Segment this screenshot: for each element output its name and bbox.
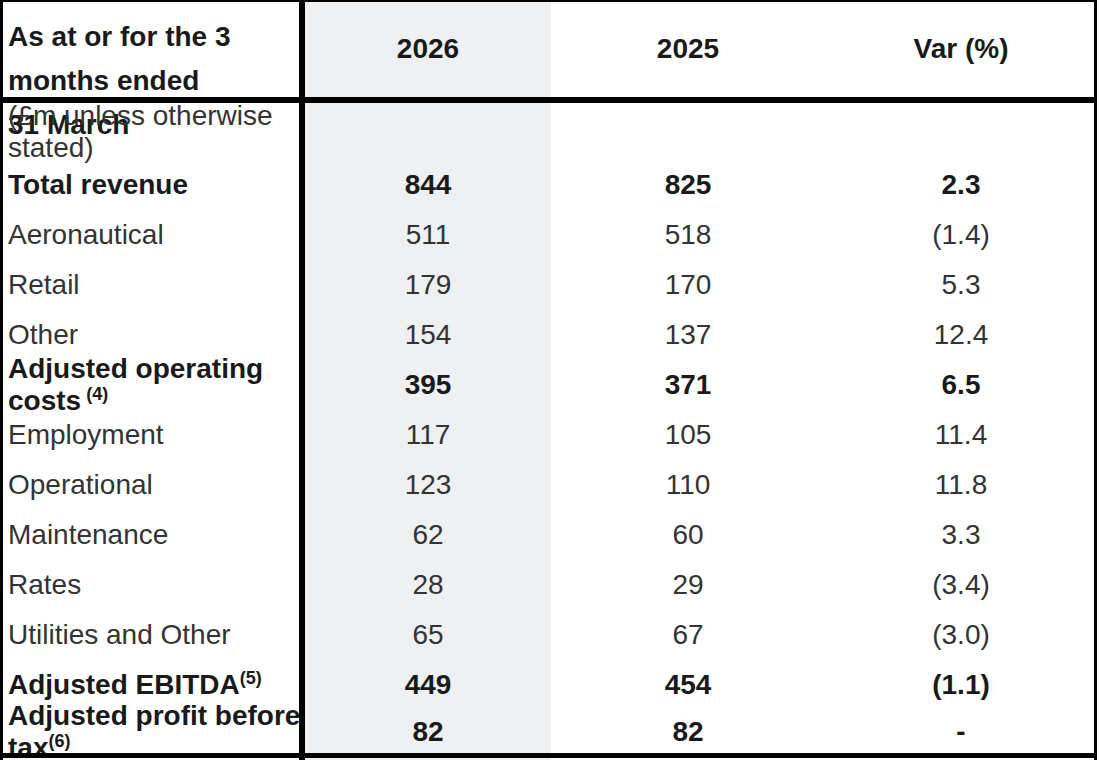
footnote-reference: (4) bbox=[81, 384, 108, 404]
value-2026: 123 bbox=[305, 469, 551, 501]
data-rows: Total revenue 844 825 2.3 Aeronautical 5… bbox=[0, 160, 1097, 753]
header-separator-rule bbox=[0, 97, 1097, 103]
row-label: Rates bbox=[0, 569, 305, 601]
table-row: Aeronautical 511 518 (1.4) bbox=[0, 210, 1097, 260]
value-var-pct: 12.4 bbox=[825, 319, 1097, 351]
value-2025: 518 bbox=[551, 219, 825, 251]
row-label: Maintenance bbox=[0, 519, 305, 551]
table-body: (£m unless otherwise stated) Total reven… bbox=[0, 103, 1097, 753]
footnote-reference: (5) bbox=[240, 668, 262, 688]
value-2025: 110 bbox=[551, 469, 825, 501]
table-border-left bbox=[0, 0, 3, 760]
column-header-var-pct: Var (%) bbox=[825, 0, 1097, 97]
table-row: Employment 117 105 11.4 bbox=[0, 410, 1097, 460]
value-var-pct: 11.8 bbox=[825, 469, 1097, 501]
value-var-pct: 5.3 bbox=[825, 269, 1097, 301]
label-column-divider bbox=[299, 0, 305, 760]
financial-summary-table: As at or for the 3 months ended 31 March… bbox=[0, 0, 1100, 760]
value-2025: 454 bbox=[551, 669, 825, 701]
table-row: Total revenue 844 825 2.3 bbox=[0, 160, 1097, 210]
value-2026: 28 bbox=[305, 569, 551, 601]
row-label: Employment bbox=[0, 419, 305, 451]
value-var-pct: 6.5 bbox=[825, 369, 1097, 401]
row-label: Adjusted operating costs (4) bbox=[0, 353, 305, 417]
table-bottom-rule bbox=[0, 753, 1097, 758]
value-2025: 82 bbox=[551, 716, 825, 748]
row-label: Operational bbox=[0, 469, 305, 501]
table-header-row: As at or for the 3 months ended 31 March… bbox=[0, 0, 1097, 97]
value-var-pct: 2.3 bbox=[825, 169, 1097, 201]
value-2025: 105 bbox=[551, 419, 825, 451]
value-2025: 29 bbox=[551, 569, 825, 601]
table-border-top bbox=[0, 0, 1097, 2]
value-var-pct: 11.4 bbox=[825, 419, 1097, 451]
unit-note-row: (£m unless otherwise stated) bbox=[0, 103, 1097, 160]
value-2026: 65 bbox=[305, 619, 551, 651]
value-2025: 825 bbox=[551, 169, 825, 201]
row-label: Total revenue bbox=[0, 169, 305, 201]
value-2026: 449 bbox=[305, 669, 551, 701]
table-row: Operational 123 110 11.8 bbox=[0, 460, 1097, 510]
value-var-pct: (3.0) bbox=[825, 619, 1097, 651]
row-label: Other bbox=[0, 319, 305, 351]
table-row: Retail 179 170 5.3 bbox=[0, 260, 1097, 310]
value-var-pct: (3.4) bbox=[825, 569, 1097, 601]
footnote-reference: (6) bbox=[48, 730, 70, 750]
value-2026: 154 bbox=[305, 319, 551, 351]
row-label: Utilities and Other bbox=[0, 619, 305, 651]
row-label: Adjusted profit before tax(6) bbox=[0, 700, 305, 760]
table-title-line1: As at or for the 3 months ended bbox=[8, 15, 296, 103]
row-label: Retail bbox=[0, 269, 305, 301]
value-2025: 67 bbox=[551, 619, 825, 651]
row-label: Adjusted EBITDA(5) bbox=[0, 669, 305, 701]
table-row: Maintenance 62 60 3.3 bbox=[0, 510, 1097, 560]
value-2025: 371 bbox=[551, 369, 825, 401]
column-header-2026: 2026 bbox=[305, 0, 551, 97]
value-var-pct: (1.1) bbox=[825, 669, 1097, 701]
value-2026: 117 bbox=[305, 419, 551, 451]
value-2026: 844 bbox=[305, 169, 551, 201]
value-var-pct: (1.4) bbox=[825, 219, 1097, 251]
value-var-pct: - bbox=[825, 716, 1097, 748]
table-row: Adjusted operating costs (4) 395 371 6.5 bbox=[0, 360, 1097, 410]
value-2026: 179 bbox=[305, 269, 551, 301]
unit-note: (£m unless otherwise stated) bbox=[0, 100, 305, 164]
table-row: Utilities and Other 65 67 (3.0) bbox=[0, 610, 1097, 660]
value-var-pct: 3.3 bbox=[825, 519, 1097, 551]
value-2025: 60 bbox=[551, 519, 825, 551]
table-border-right bbox=[1094, 0, 1097, 760]
value-2025: 137 bbox=[551, 319, 825, 351]
table-row: Rates 28 29 (3.4) bbox=[0, 560, 1097, 610]
row-label: Aeronautical bbox=[0, 219, 305, 251]
value-2025: 170 bbox=[551, 269, 825, 301]
value-2026: 395 bbox=[305, 369, 551, 401]
value-2026: 62 bbox=[305, 519, 551, 551]
value-2026: 511 bbox=[305, 219, 551, 251]
value-2026: 82 bbox=[305, 716, 551, 748]
table-row: Adjusted profit before tax(6) 82 82 - bbox=[0, 710, 1097, 753]
column-header-2025: 2025 bbox=[551, 0, 825, 97]
